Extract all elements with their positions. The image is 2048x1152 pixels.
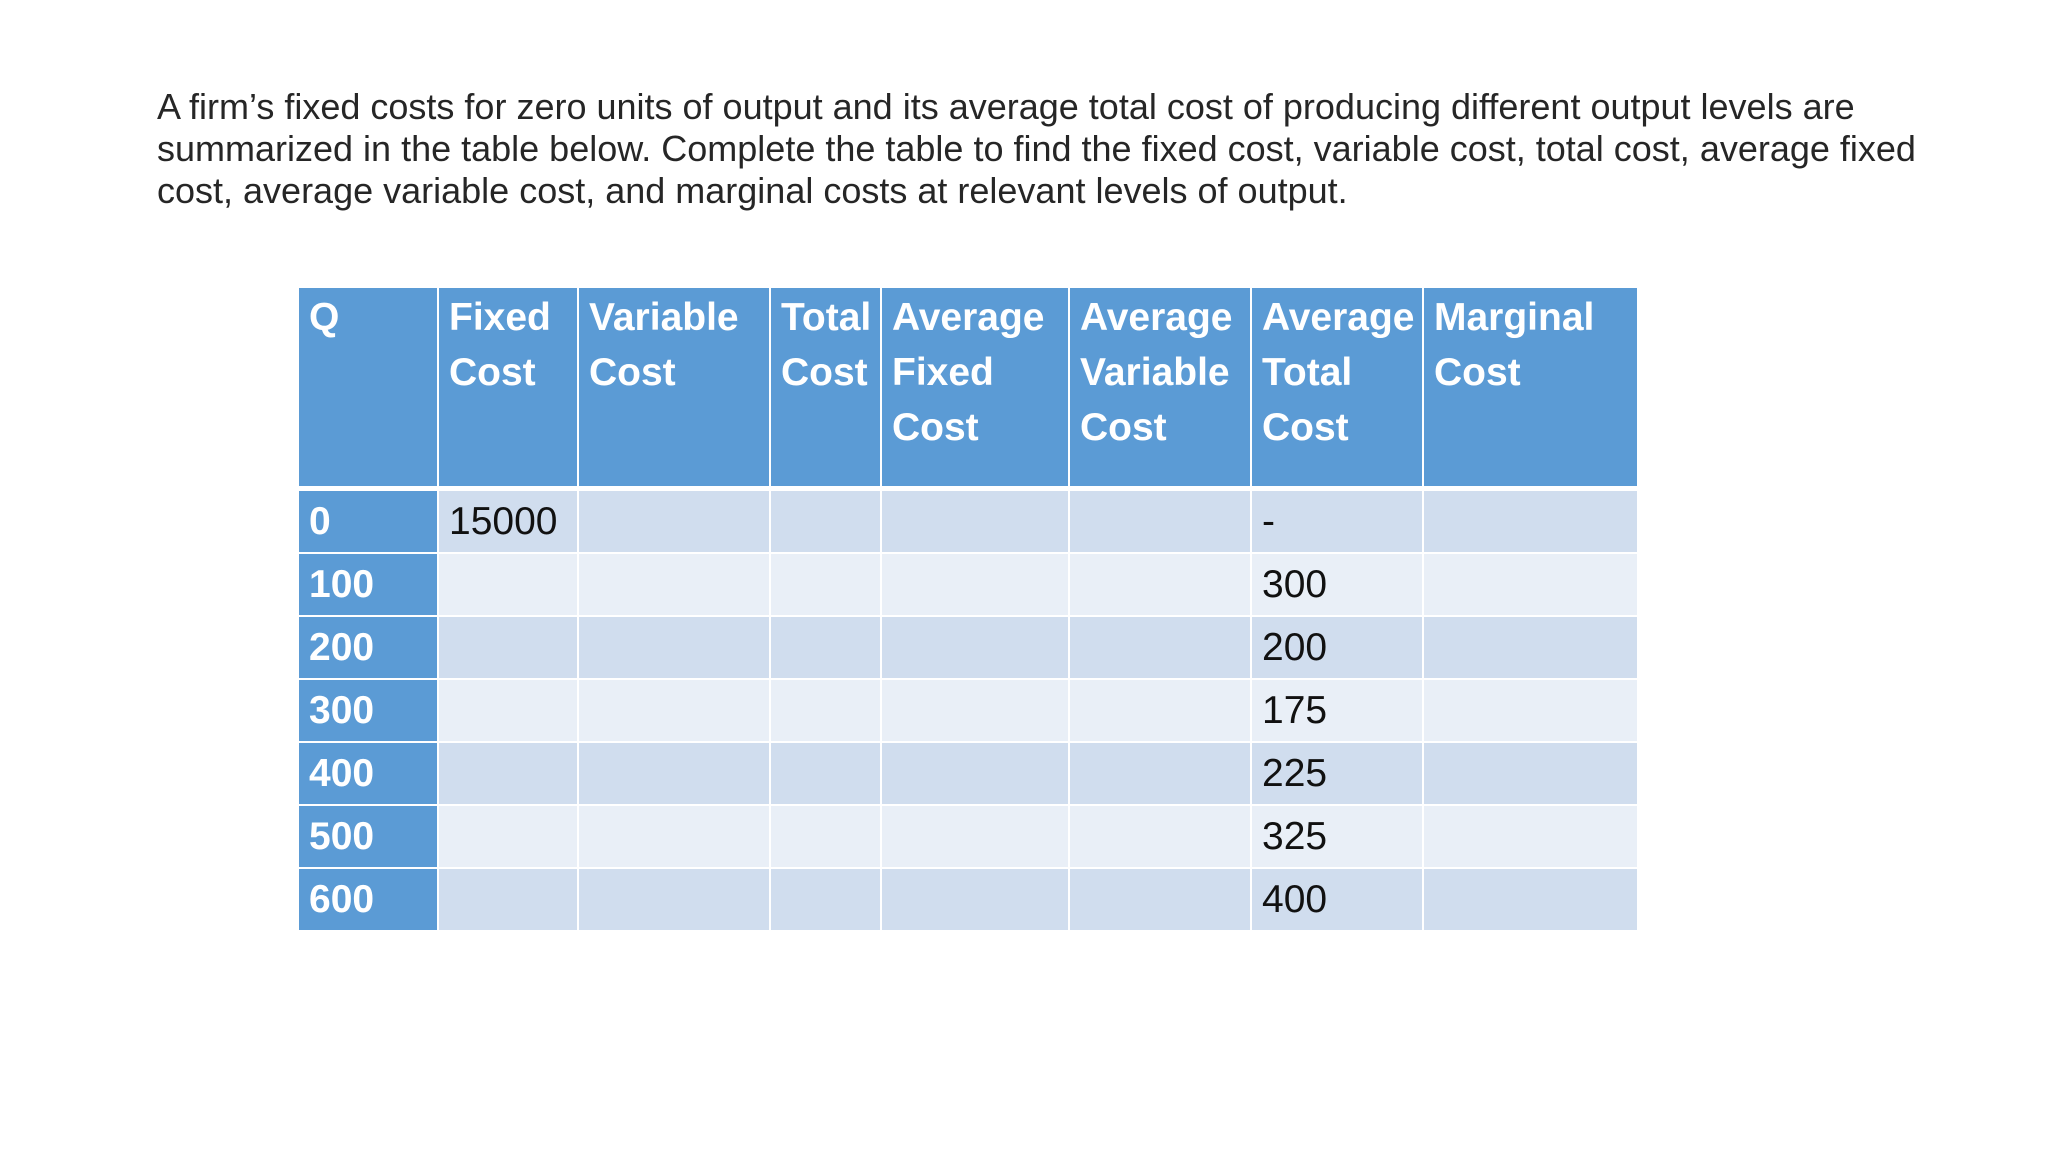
cell-total-cost bbox=[769, 741, 882, 806]
cell-variable-cost bbox=[577, 867, 771, 932]
cell-average-total-cost: 175 bbox=[1250, 678, 1424, 743]
table-row: 300 175 bbox=[297, 678, 1639, 743]
cell-variable-cost bbox=[577, 615, 771, 680]
cell-q: 200 bbox=[297, 615, 439, 680]
cell-variable-cost bbox=[577, 552, 771, 617]
cell-marginal-cost bbox=[1422, 552, 1639, 617]
header-average-fixed-cost: Average Fixed Cost bbox=[880, 286, 1070, 491]
cell-average-variable-cost bbox=[1068, 552, 1252, 617]
cell-average-fixed-cost bbox=[880, 867, 1070, 932]
cell-average-total-cost: 325 bbox=[1250, 804, 1424, 869]
cell-average-total-cost: - bbox=[1250, 487, 1424, 554]
cell-marginal-cost bbox=[1422, 615, 1639, 680]
table-row: 600 400 bbox=[297, 867, 1639, 932]
cell-q: 400 bbox=[297, 741, 439, 806]
cell-total-cost bbox=[769, 867, 882, 932]
cell-variable-cost bbox=[577, 487, 771, 554]
cell-q: 500 bbox=[297, 804, 439, 869]
header-total-cost: Total Cost bbox=[769, 286, 882, 491]
cell-total-cost bbox=[769, 678, 882, 743]
header-q: Q bbox=[297, 286, 439, 491]
cell-marginal-cost bbox=[1422, 487, 1639, 554]
cell-fixed-cost bbox=[437, 678, 579, 743]
cost-table: Q Fixed Cost Variable Cost Total Cost Av… bbox=[297, 286, 1639, 932]
question-text: A firm’s fixed costs for zero units of o… bbox=[157, 86, 1916, 211]
cell-marginal-cost bbox=[1422, 804, 1639, 869]
cell-q: 0 bbox=[297, 487, 439, 554]
table-row: 200 200 bbox=[297, 615, 1639, 680]
cell-marginal-cost bbox=[1422, 741, 1639, 806]
cell-fixed-cost: 15000 bbox=[437, 487, 579, 554]
cell-fixed-cost bbox=[437, 804, 579, 869]
header-fixed-cost: Fixed Cost bbox=[437, 286, 579, 491]
cell-q: 600 bbox=[297, 867, 439, 932]
cell-q: 100 bbox=[297, 552, 439, 617]
table-row: 0 15000 - bbox=[297, 487, 1639, 554]
cell-average-variable-cost bbox=[1068, 487, 1252, 554]
cell-fixed-cost bbox=[437, 615, 579, 680]
header-average-variable-cost: Average Variable Cost bbox=[1068, 286, 1252, 491]
cell-total-cost bbox=[769, 804, 882, 869]
cell-q: 300 bbox=[297, 678, 439, 743]
cell-average-variable-cost bbox=[1068, 804, 1252, 869]
header-average-total-cost: Average Total Cost bbox=[1250, 286, 1424, 491]
cell-fixed-cost bbox=[437, 741, 579, 806]
cell-average-variable-cost bbox=[1068, 615, 1252, 680]
cell-fixed-cost bbox=[437, 867, 579, 932]
cell-average-variable-cost bbox=[1068, 678, 1252, 743]
cell-total-cost bbox=[769, 552, 882, 617]
cell-variable-cost bbox=[577, 741, 771, 806]
cell-fixed-cost bbox=[437, 552, 579, 617]
header-variable-cost: Variable Cost bbox=[577, 286, 771, 491]
cell-average-variable-cost bbox=[1068, 741, 1252, 806]
cell-variable-cost bbox=[577, 678, 771, 743]
cell-total-cost bbox=[769, 487, 882, 554]
cell-average-total-cost: 400 bbox=[1250, 867, 1424, 932]
cell-marginal-cost bbox=[1422, 678, 1639, 743]
cell-total-cost bbox=[769, 615, 882, 680]
table-row: 400 225 bbox=[297, 741, 1639, 806]
cell-average-fixed-cost bbox=[880, 804, 1070, 869]
cell-average-fixed-cost bbox=[880, 615, 1070, 680]
header-row: Q Fixed Cost Variable Cost Total Cost Av… bbox=[297, 286, 1639, 491]
table-row: 100 300 bbox=[297, 552, 1639, 617]
cell-marginal-cost bbox=[1422, 867, 1639, 932]
cell-average-total-cost: 200 bbox=[1250, 615, 1424, 680]
header-marginal-cost: Marginal Cost bbox=[1422, 286, 1639, 491]
cell-average-variable-cost bbox=[1068, 867, 1252, 932]
cell-average-fixed-cost bbox=[880, 487, 1070, 554]
cell-average-total-cost: 300 bbox=[1250, 552, 1424, 617]
table-row: 500 325 bbox=[297, 804, 1639, 869]
cell-variable-cost bbox=[577, 804, 771, 869]
cell-average-fixed-cost bbox=[880, 552, 1070, 617]
cell-average-fixed-cost bbox=[880, 741, 1070, 806]
cell-average-total-cost: 225 bbox=[1250, 741, 1424, 806]
cell-average-fixed-cost bbox=[880, 678, 1070, 743]
